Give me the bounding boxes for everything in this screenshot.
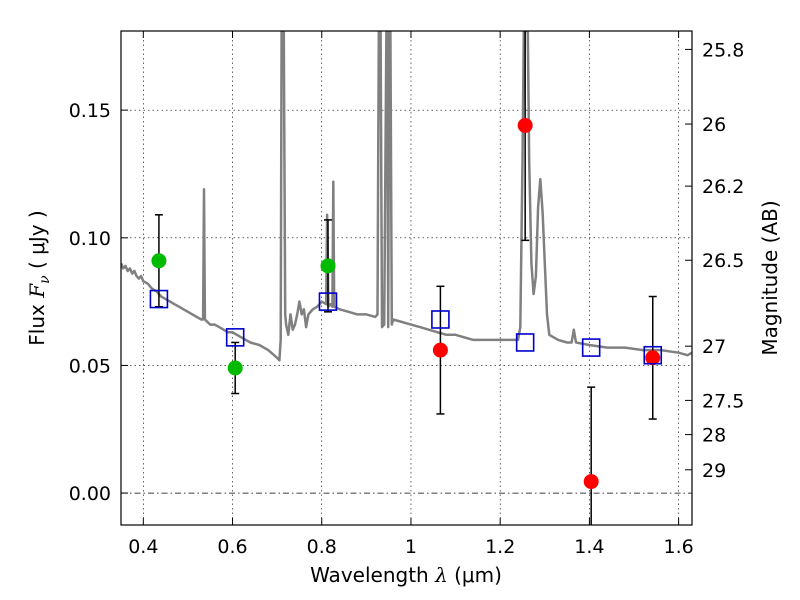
y-axis-label-subscript: ν (37, 275, 53, 284)
mag-tick-label: 27.5 (702, 390, 744, 412)
observed-nir-point (432, 342, 448, 358)
x-tick-label: 1.4 (574, 536, 604, 558)
mag-tick-label: 26.2 (702, 176, 744, 198)
spectrum-layer (121, 31, 692, 362)
grid-lines (121, 31, 692, 525)
y-axis-label: Flux Fν ( μJy ) (25, 210, 53, 345)
model-spectrum-line (121, 31, 692, 362)
model-photometry-square (225, 328, 245, 347)
model-photometry-square (431, 310, 450, 329)
marker-layer (149, 117, 663, 490)
x-tick-label: 0.4 (128, 536, 158, 558)
mag-tick-label: 28 (702, 425, 726, 447)
model-photometry-square (643, 345, 663, 365)
x-tick-label: 1 (405, 536, 417, 558)
tick-marks (121, 31, 692, 525)
tick-labels: 0.4 0.6 0.8 1 1.2 1.4 1.6 0.00 0.05 0.10 0.15 25.8 2… (69, 39, 745, 558)
x-tick-label: 1.2 (485, 536, 515, 558)
plot-frame (120, 30, 693, 526)
y-axis-label-unit: ( μJy ) (25, 210, 49, 269)
mag-tick-label: 26.5 (702, 250, 744, 272)
y-tick-label: 0.15 (69, 100, 111, 122)
errorbar-layer (154, 31, 657, 525)
x-tick-label: 1.6 (664, 536, 694, 558)
y2-axis-label: Magnitude (AB) (758, 200, 782, 355)
observed-optical-point (227, 360, 243, 376)
mag-tick-label: 26 (702, 114, 726, 136)
x-tick-label: 0.8 (307, 536, 337, 558)
observed-optical-point (151, 253, 167, 269)
model-photometry-square (581, 338, 601, 357)
y-tick-label: 0.05 (69, 355, 111, 377)
y-axis-label-text: Flux (25, 304, 49, 346)
x-axis-label: Wavelength λ (μm) (310, 563, 502, 587)
x-tick-label: 0.6 (217, 536, 247, 558)
observed-nir-point (583, 474, 599, 490)
mag-tick-label: 29 (702, 460, 726, 482)
y-tick-label: 0.10 (69, 228, 111, 250)
x-axis-label-text: Wavelength (310, 563, 429, 587)
mag-tick-label: 25.8 (702, 39, 744, 61)
x-axis-label-symbol: λ (434, 563, 448, 587)
model-photometry-square (149, 289, 169, 309)
observed-nir-point (517, 117, 533, 133)
y-tick-label: 0.00 (69, 483, 111, 505)
x-axis-label-unit: (μm) (454, 563, 502, 587)
observed-nir-point (645, 350, 661, 366)
mag-tick-label: 27 (702, 336, 726, 358)
observed-optical-point (320, 258, 336, 274)
y-axis-label-symbol: F (25, 283, 49, 299)
model-photometry-square (515, 333, 535, 352)
model-photometry-square (318, 292, 338, 311)
